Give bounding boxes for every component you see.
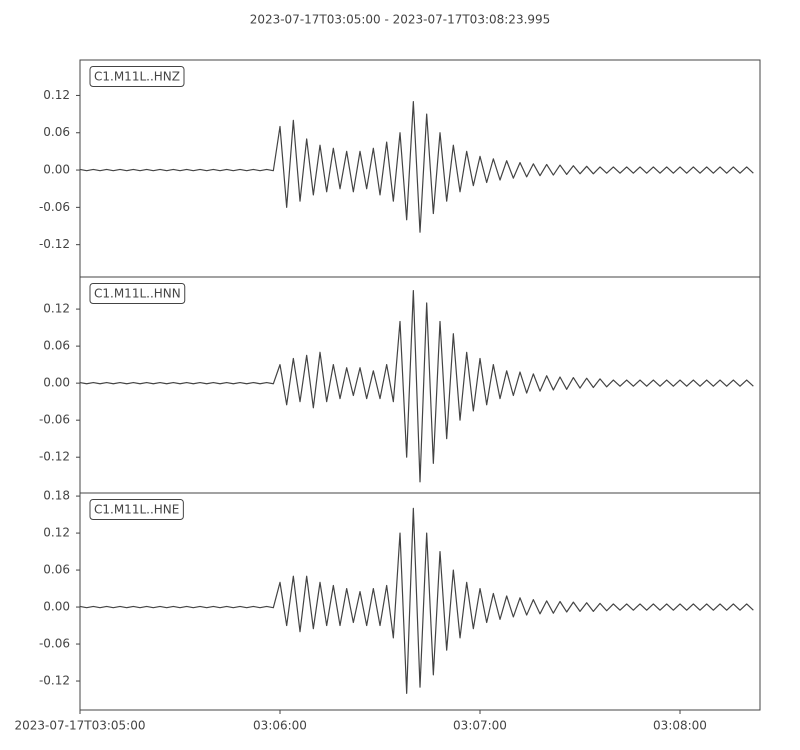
y-tick-label: 0.00 — [43, 600, 70, 614]
y-tick-label: -0.06 — [39, 637, 70, 651]
trace — [79, 507, 754, 694]
y-tick-label: 0.06 — [43, 563, 70, 577]
y-tick-label: 0.18 — [43, 489, 70, 503]
x-tick-label: 03:08:00 — [653, 719, 707, 733]
channel-label: C1.M11L..HNZ — [94, 70, 180, 84]
channel-label: C1.M11L..HNN — [94, 287, 181, 301]
x-tick-label: 03:07:00 — [453, 719, 507, 733]
y-tick-label: -0.12 — [39, 450, 70, 464]
panel-frame — [79, 492, 761, 711]
y-tick-label: -0.06 — [39, 413, 70, 427]
y-tick-label: -0.12 — [39, 674, 70, 688]
y-tick-label: 0.06 — [43, 125, 70, 139]
y-tick-label: 0.06 — [43, 339, 70, 353]
trace — [79, 101, 754, 233]
y-tick-label: 0.00 — [43, 163, 70, 177]
x-tick-label: 2023-07-17T03:05:00 — [15, 719, 146, 733]
channel-label-box — [89, 66, 185, 87]
channel-label-box — [89, 283, 186, 304]
y-tick-label: -0.12 — [39, 237, 70, 251]
y-tick-label: 0.12 — [43, 526, 70, 540]
panel-frame — [79, 59, 761, 278]
y-tick-label: 0.00 — [43, 376, 70, 390]
channel-label-box — [89, 499, 184, 520]
trace — [79, 289, 754, 483]
y-tick-label: -0.06 — [39, 200, 70, 214]
figure-title: 2023-07-17T03:05:00 - 2023-07-17T03:08:2… — [250, 13, 551, 27]
y-tick-label: 0.12 — [43, 88, 70, 102]
y-tick-label: 0.12 — [43, 302, 70, 316]
x-tick-label: 03:06:00 — [253, 719, 307, 733]
channel-label: C1.M11L..HNE — [94, 503, 179, 517]
